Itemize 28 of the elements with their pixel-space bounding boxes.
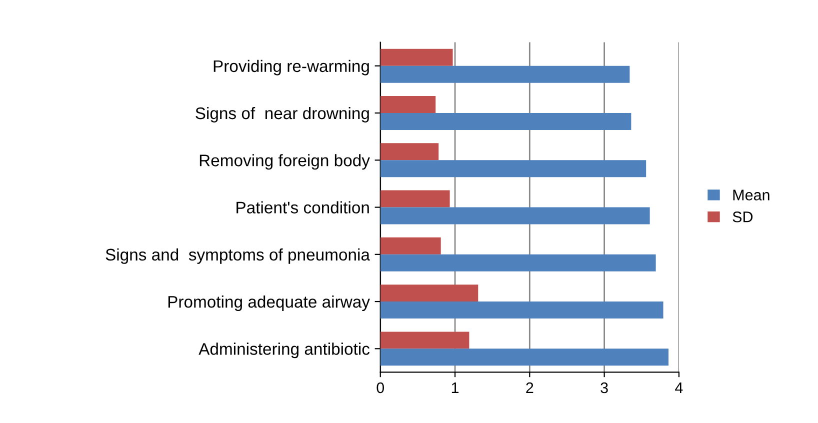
bar xyxy=(380,207,650,224)
y-tick-label: Providing re-warming xyxy=(214,60,369,76)
x-tick-label: 2 xyxy=(526,382,534,394)
bar xyxy=(380,96,436,113)
y-tick-label: Signs and symptoms of pneumonia xyxy=(106,248,370,264)
bar xyxy=(380,332,470,349)
bar xyxy=(380,48,453,66)
x-tick-label: 1 xyxy=(452,382,459,394)
bar xyxy=(380,302,664,319)
bar xyxy=(380,66,630,83)
bar xyxy=(380,160,646,178)
legend-label: Mean xyxy=(733,190,770,200)
bar xyxy=(380,237,441,254)
bar xyxy=(380,113,632,130)
bar xyxy=(380,348,668,366)
y-tick-label: Patient's condition xyxy=(236,201,369,214)
y-tick-label: Signs of near drowning xyxy=(196,106,369,122)
legend-label: SD xyxy=(732,211,753,222)
y-tick-label: Administering antibiotic xyxy=(198,342,370,358)
x-tick-label: 4 xyxy=(675,382,683,394)
y-tick-label: Removing foreign body xyxy=(200,154,370,170)
y-tick-label: Promoting adequate airway xyxy=(168,296,370,312)
bar xyxy=(380,143,439,160)
x-tick-label: 0 xyxy=(376,382,384,394)
bar xyxy=(380,254,656,272)
bar xyxy=(380,284,478,302)
bar xyxy=(380,190,450,208)
x-tick-label: 3 xyxy=(600,382,608,394)
